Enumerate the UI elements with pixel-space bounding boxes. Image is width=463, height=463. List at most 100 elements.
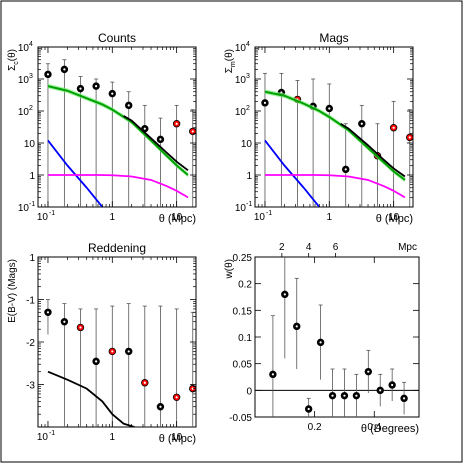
data-point-center: [127, 350, 130, 353]
data-point-center: [360, 122, 363, 125]
top-tick-label: 6: [333, 242, 339, 253]
y-tick-label: 10: [235, 75, 247, 86]
y-tick-exponent: -1: [29, 201, 35, 208]
y-label-symbol: Σ: [7, 65, 18, 71]
data-point-center: [271, 373, 274, 376]
x-axis-label: θ (Degrees): [361, 423, 419, 435]
y-tick-label: 10: [235, 203, 247, 214]
y-tick-label: 10: [18, 75, 30, 86]
data-point-center: [79, 87, 82, 90]
data-point-center: [159, 138, 162, 141]
y-tick-exponent: 3: [246, 73, 250, 80]
data-point-center: [263, 101, 267, 104]
chart-title: Counts: [98, 31, 136, 45]
y-label-subscript: c: [13, 61, 20, 65]
y-tick-label: 10: [24, 139, 36, 150]
data-point-center: [191, 387, 194, 390]
plot-frame: [37, 46, 197, 208]
y-tick-label: 10: [235, 107, 247, 118]
y-tick-label: 0.25: [233, 253, 253, 264]
x-tick-label: 10: [388, 212, 400, 223]
y-tick-label: 0.05: [233, 360, 253, 371]
model-line-green: [47, 85, 189, 176]
x-axis-label: θ (Mpc): [159, 213, 196, 225]
model-line-black: [340, 122, 406, 178]
plot-data-area: [44, 299, 196, 427]
data-point-center: [319, 341, 322, 344]
y-tick-exponent: 4: [29, 41, 33, 48]
y-axis-label: w(θ): [224, 259, 235, 279]
data-point-center: [328, 107, 331, 110]
chart-title: Mags: [319, 31, 348, 45]
data-point-center: [355, 394, 358, 397]
y-tick-label: 0: [246, 386, 252, 397]
data-point-center: [143, 381, 146, 384]
data-point-center: [367, 370, 370, 373]
model-line-magenta: [47, 174, 189, 199]
data-point-center: [343, 394, 346, 397]
x-tick-exponent: -1: [49, 430, 55, 437]
y-axis-label: E(B-V) (Mags): [7, 259, 18, 323]
data-point-center: [391, 383, 394, 387]
x-tick-label: 10: [254, 212, 266, 223]
data-point-center: [46, 311, 50, 314]
model-line-magenta: [264, 174, 406, 199]
y-tick-label: 10: [18, 107, 30, 118]
y-tick-label: 0.1: [238, 333, 252, 344]
y-tick-label: 0.2: [238, 280, 252, 291]
y-tick-label: -1: [26, 296, 35, 307]
data-point-center: [379, 389, 382, 392]
y-tick-exponent: 2: [29, 105, 33, 112]
y-tick-label: -3: [26, 381, 35, 392]
x-tick-label: 1: [110, 212, 116, 223]
x-tick-label: 1: [110, 432, 116, 443]
data-point-center: [408, 136, 411, 139]
y-tick-label: 0.15: [233, 306, 253, 317]
data-point-center: [111, 92, 114, 95]
data-point-center: [344, 168, 347, 171]
panel-correlation: 0.2 0.4 -0.05 0 0.05 0.1 0.15 0.2 0.25 2 4 6 Mpc θ (D…: [224, 242, 420, 435]
data-point-center: [175, 122, 178, 125]
x-tick-label: 10: [171, 212, 183, 223]
y-axis-label: Σc(θ): [7, 49, 20, 71]
y-label-symbol: Σ: [224, 67, 235, 73]
model-line-black: [123, 115, 189, 172]
data-point-center: [79, 326, 82, 329]
top-tick-label: 4: [306, 242, 312, 253]
y-tick-label: 1: [246, 171, 252, 182]
y-tick-label: 1: [29, 253, 35, 264]
data-point-center: [46, 73, 50, 76]
data-point-center: [175, 396, 178, 399]
y-tick-label: -2: [26, 338, 35, 349]
model-line-black: [47, 370, 135, 427]
y-tick-label: 1: [29, 171, 35, 182]
top-tick-label: 2: [279, 242, 285, 253]
data-point-center: [127, 104, 130, 107]
y-tick-label: 10: [18, 43, 30, 54]
y-axis-label: Σm(θ): [224, 49, 237, 73]
data-point-center: [63, 68, 66, 71]
model-line-green: [264, 90, 406, 181]
data-point-center: [159, 405, 162, 408]
x-tick-label: 1: [327, 212, 333, 223]
y-tick-exponent: 2: [246, 105, 250, 112]
plot-data-area: [261, 72, 413, 207]
x-tick-exponent: -1: [266, 210, 272, 217]
data-point-center: [191, 130, 194, 133]
y-label-rest: (θ): [7, 49, 18, 61]
data-point-center: [143, 127, 146, 130]
y-tick-exponent: 4: [246, 41, 250, 48]
plot-data-area: [255, 257, 419, 417]
x-tick-label: 10: [171, 432, 183, 443]
data-point-center: [63, 320, 66, 323]
x-tick-label: 0.2: [308, 422, 322, 433]
y-tick-label: 10: [241, 139, 253, 150]
data-point-center: [392, 126, 395, 129]
data-point-center: [307, 407, 310, 411]
data-point-center: [283, 293, 286, 296]
y-label-subscript: m: [230, 61, 237, 67]
x-tick-label: 10: [37, 212, 49, 223]
